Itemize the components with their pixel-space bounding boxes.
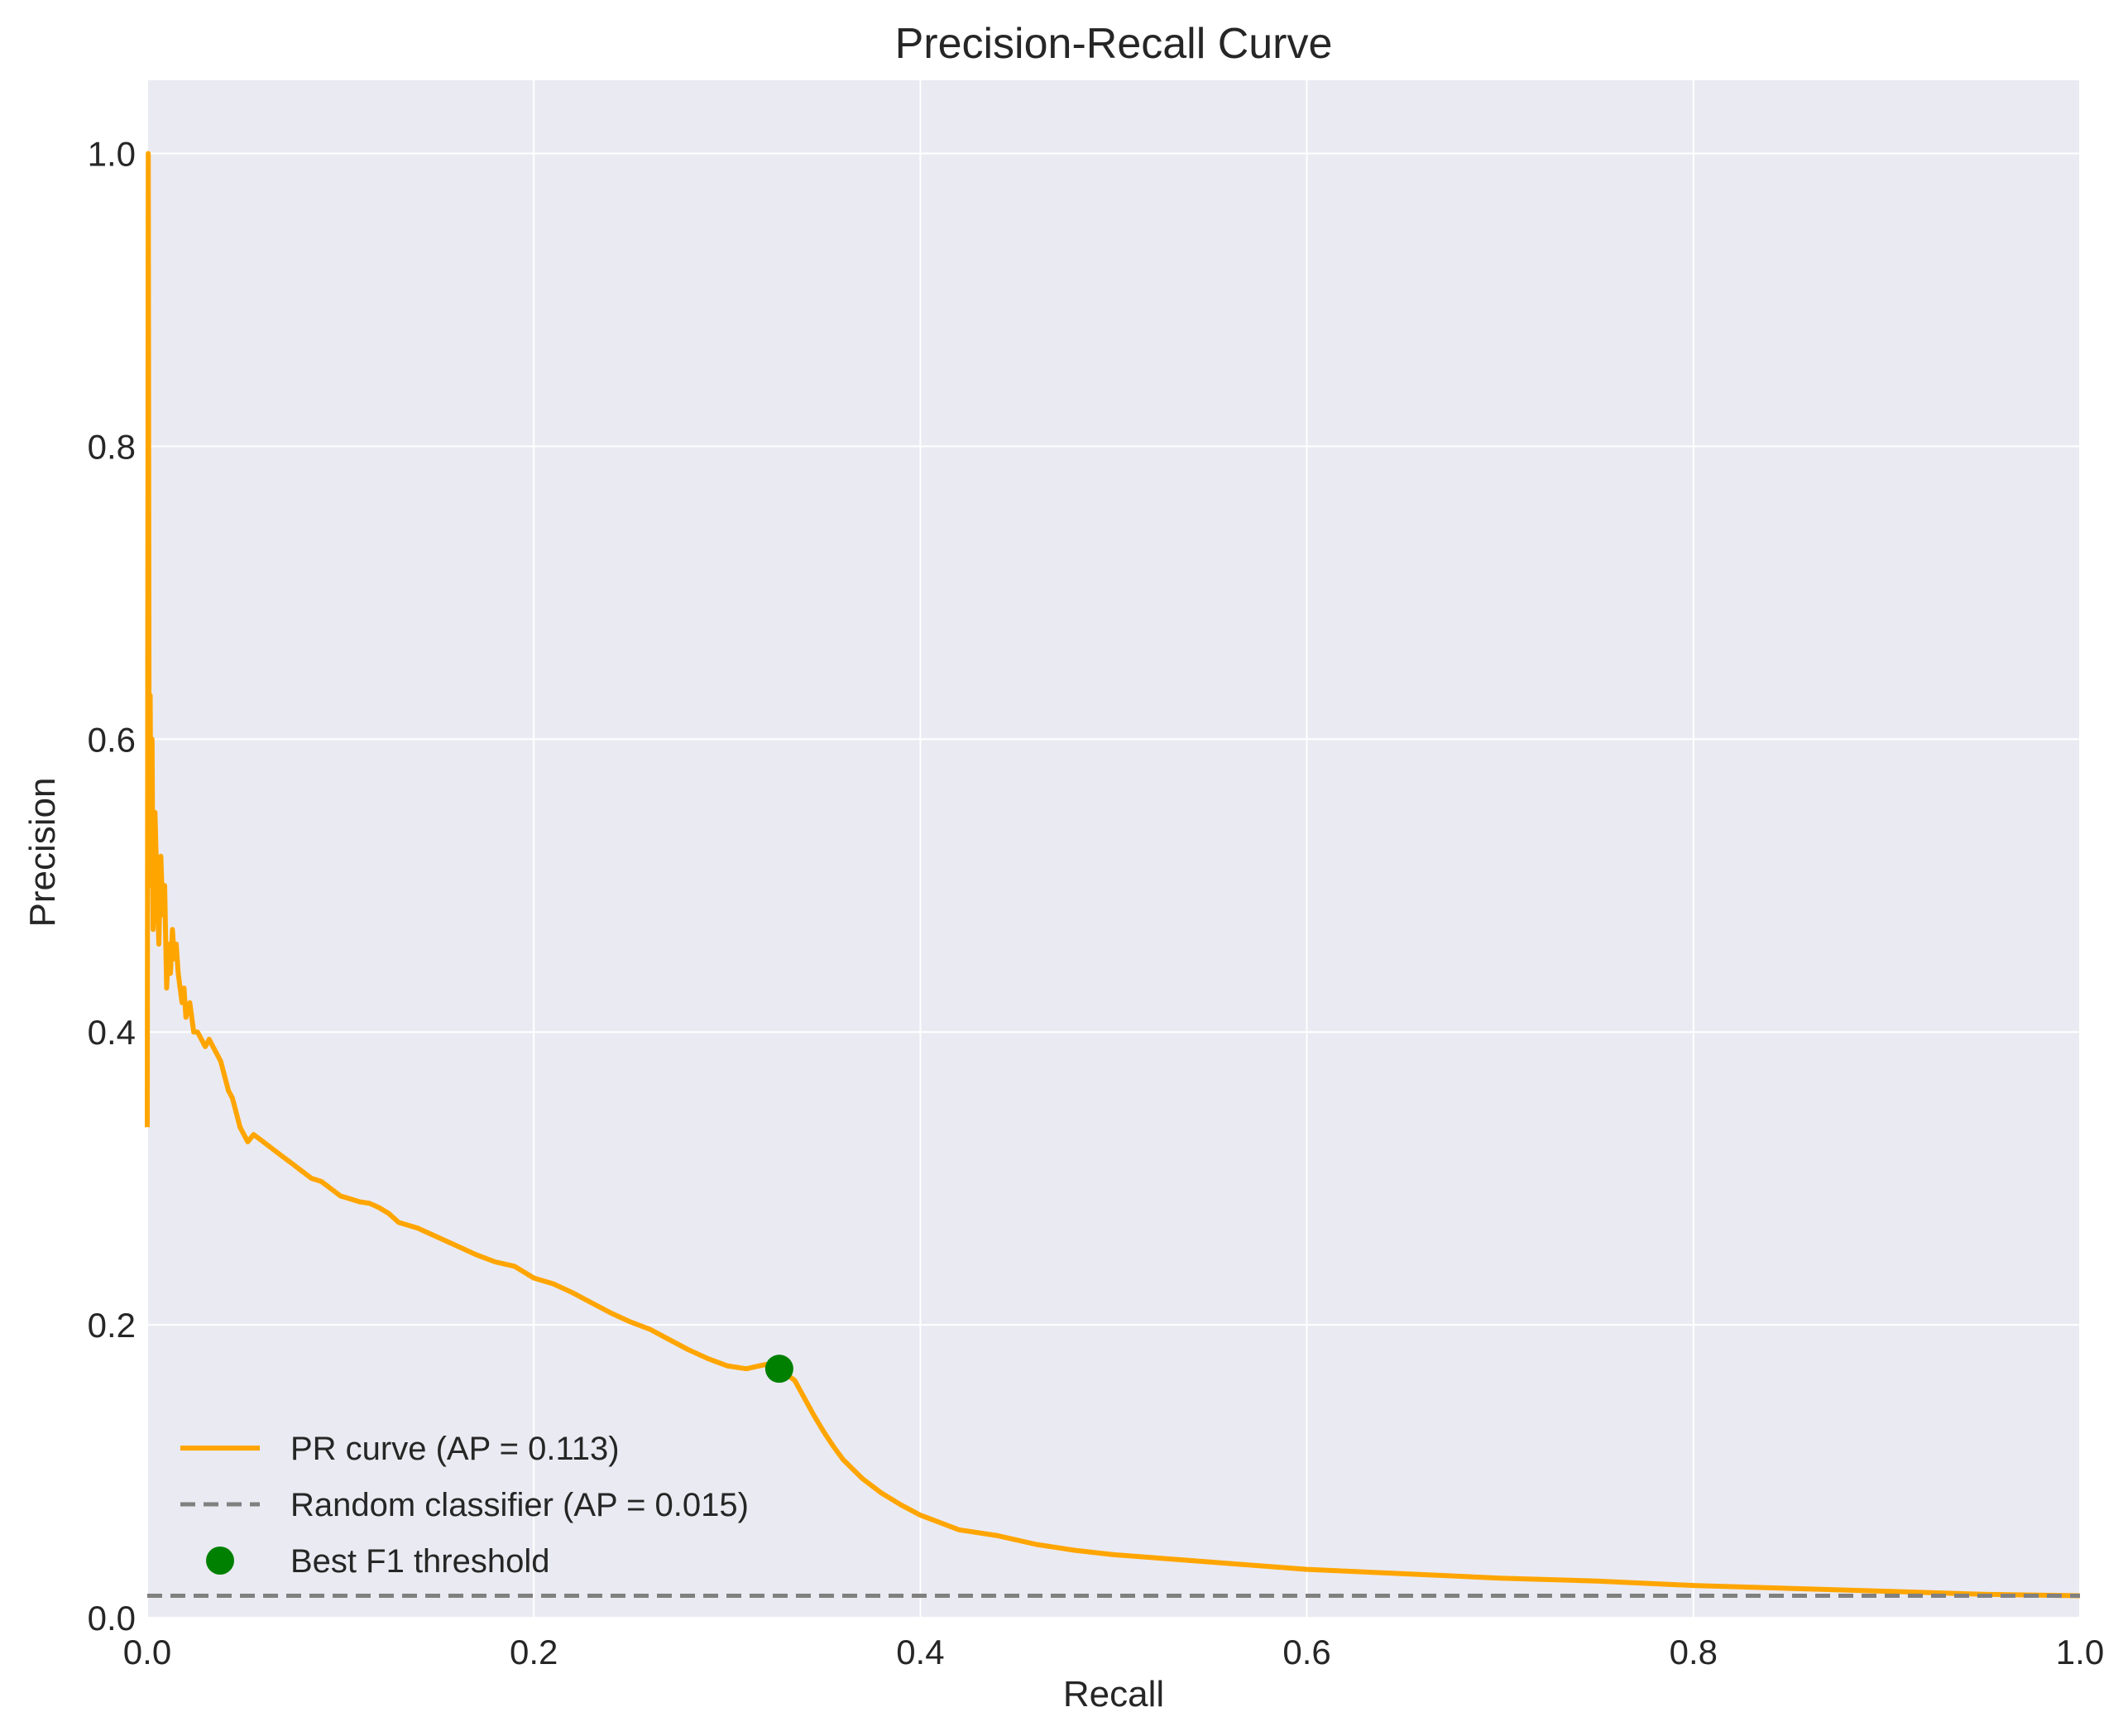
x-tick-label: 0.2	[510, 1633, 558, 1671]
y-tick-label: 0.2	[88, 1306, 136, 1345]
y-tick-label: 1.0	[88, 134, 136, 173]
chart-title: Precision-Recall Curve	[895, 20, 1333, 68]
legend-label: PR curve (AP = 0.113)	[290, 1431, 620, 1467]
x-tick-label: 0.8	[1670, 1633, 1718, 1671]
legend-label: Best F1 threshold	[290, 1543, 550, 1580]
y-axis-label: Precision	[22, 778, 63, 928]
x-axis-label: Recall	[1063, 1674, 1164, 1714]
y-tick-label: 0.0	[88, 1599, 136, 1638]
y-tick-label: 0.8	[88, 427, 136, 466]
pr-curve-line	[145, 151, 2081, 1599]
legend-swatch-best-f1	[206, 1547, 234, 1575]
y-tick-label: 0.4	[88, 1013, 136, 1052]
plot-area	[147, 80, 2080, 1618]
x-tick-label: 0.6	[1282, 1633, 1330, 1671]
best-f1-point	[764, 1355, 793, 1384]
legend-label: Random classifier (AP = 0.015)	[290, 1487, 749, 1523]
x-tick-label: 1.0	[2056, 1633, 2104, 1671]
y-tick-label: 0.6	[88, 720, 136, 759]
x-tick-label: 0.4	[896, 1633, 944, 1671]
x-tick-label: 0.0	[123, 1633, 171, 1671]
